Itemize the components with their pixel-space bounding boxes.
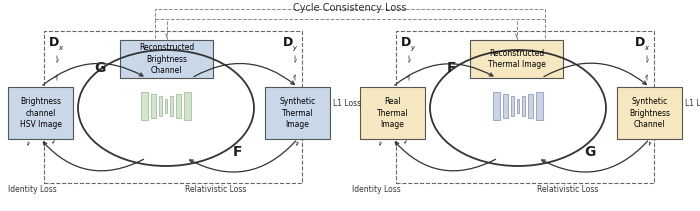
Bar: [155, 9, 545, 19]
Text: L1 Loss: L1 Loss: [333, 99, 361, 107]
Bar: [360, 87, 425, 139]
Bar: [159, 96, 162, 116]
Bar: [44, 31, 302, 183]
Bar: [176, 94, 181, 118]
Bar: [8, 87, 73, 139]
Text: $_x$: $_x$: [644, 43, 650, 53]
Text: Synthetic
Thermal
Image: Synthetic Thermal Image: [279, 97, 316, 128]
Text: Real
Thermal
Image: Real Thermal Image: [377, 97, 408, 128]
Text: $\mathbf{D}$: $\mathbf{D}$: [400, 37, 412, 50]
Text: Cycle Consistency Loss: Cycle Consistency Loss: [293, 3, 407, 13]
Text: $\mathbf{D}$: $\mathbf{D}$: [282, 37, 294, 50]
Text: G: G: [94, 61, 106, 75]
Bar: [184, 92, 191, 120]
Bar: [528, 94, 533, 118]
Text: G: G: [584, 145, 596, 159]
Text: $\mathbf{D}$: $\mathbf{D}$: [48, 37, 60, 50]
Text: F: F: [447, 61, 456, 75]
Bar: [396, 31, 654, 183]
Bar: [141, 92, 148, 120]
Bar: [522, 96, 525, 116]
Text: $\mathbf{D}$: $\mathbf{D}$: [634, 37, 646, 50]
Bar: [511, 96, 514, 116]
Text: Identity Loss: Identity Loss: [8, 184, 57, 193]
Text: $_x$: $_x$: [58, 43, 64, 53]
Text: Relativistic Loss: Relativistic Loss: [537, 184, 598, 193]
Bar: [493, 92, 500, 120]
Text: L1 Loss: L1 Loss: [685, 99, 700, 107]
Bar: [265, 87, 330, 139]
Bar: [503, 94, 508, 118]
Text: F: F: [233, 145, 243, 159]
Bar: [536, 92, 543, 120]
Text: Relativistic Loss: Relativistic Loss: [185, 184, 246, 193]
Bar: [517, 99, 519, 113]
Text: Reconstructed
Brightness
Channel: Reconstructed Brightness Channel: [139, 43, 194, 75]
Text: Brightness
channel
HSV Image: Brightness channel HSV Image: [20, 97, 62, 128]
Text: $_y$: $_y$: [410, 43, 416, 53]
Bar: [617, 87, 682, 139]
Text: Identity Loss: Identity Loss: [352, 184, 400, 193]
Bar: [470, 40, 563, 78]
Bar: [165, 99, 167, 113]
Text: $_y$: $_y$: [292, 43, 298, 53]
Bar: [170, 96, 173, 116]
Text: Synthetic
Brightness
Channel: Synthetic Brightness Channel: [629, 97, 670, 128]
Bar: [151, 94, 156, 118]
Text: Reconstructed
Thermal Image: Reconstructed Thermal Image: [488, 49, 545, 69]
Bar: [120, 40, 213, 78]
